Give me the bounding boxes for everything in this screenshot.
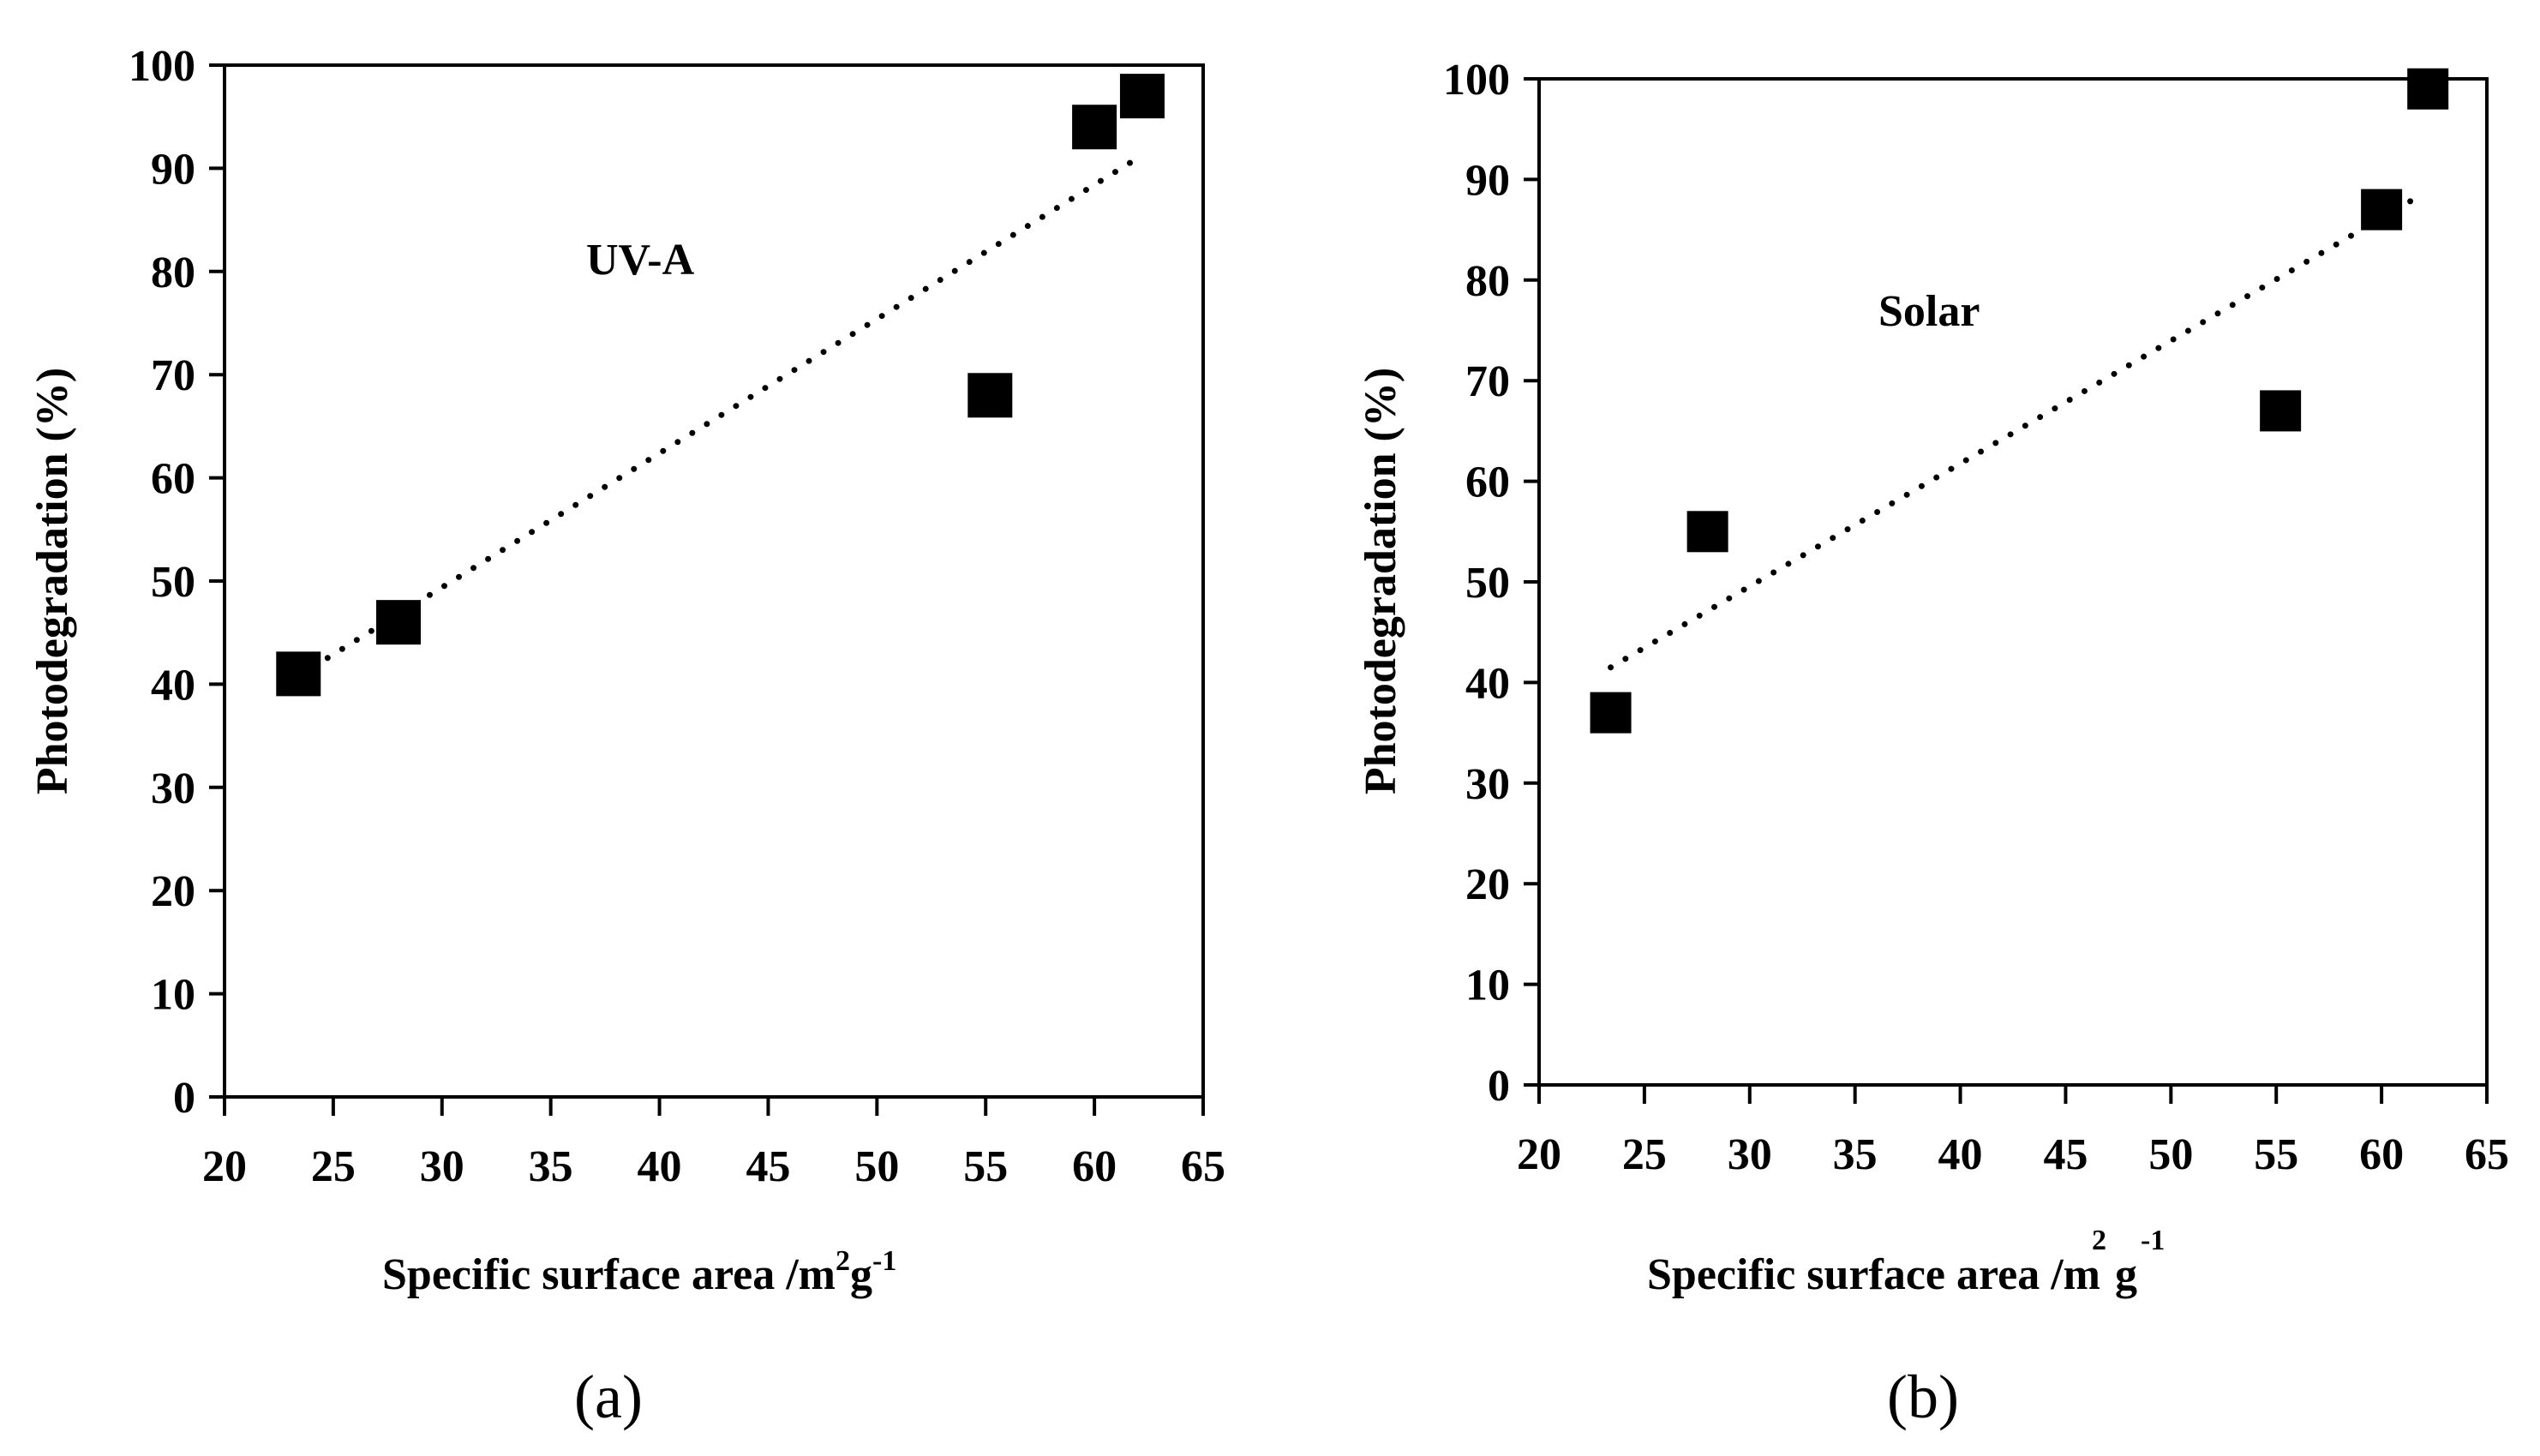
x-tick-label: 25 [1622,1130,1667,1179]
chart-panel-b: 0 10 20 30 40 50 60 70 80 90 100 20 25 30 35 40 45 50 55 6… [1357,56,2509,1431]
x-tick-label: 20 [1517,1130,1561,1179]
y-tick-label: 20 [151,867,195,916]
x-axis-title-unit: g [850,1250,872,1299]
y-tick-label: 70 [151,351,195,400]
x-axis-title-sup2: -1 [2141,1225,2165,1256]
y-axis-title: Photodegradation (%) [1357,368,1405,794]
trend-line [295,154,1141,680]
chart-panel-a: 0 10 20 30 40 50 60 70 80 90 100 20 25 30 35 40 45 50 55 6… [28,42,1225,1431]
x-tick-label: 60 [2359,1130,2404,1179]
x-tick-label: 55 [2254,1130,2298,1179]
x-axis-title-sup1: 2 [2092,1225,2106,1256]
y-tick-label: 70 [1465,357,1510,406]
data-series [1590,68,2449,734]
x-tick-label: 65 [1181,1142,1225,1191]
y-tick-label: 30 [1465,760,1510,809]
x-axis-title-sup2: -1 [872,1245,896,1277]
y-tick-label: 100 [129,42,195,91]
y-tick-label: 60 [151,455,195,504]
x-tick-label: 45 [746,1142,790,1191]
x-tick-label: 65 [2465,1130,2509,1179]
y-tick-label: 0 [173,1074,195,1123]
x-tick-label: 30 [1728,1130,1772,1179]
x-tick-label: 40 [638,1142,682,1191]
series-annotation: UV-A [586,236,695,285]
y-tick-label: 50 [1465,559,1510,608]
x-tick-label: 25 [311,1142,356,1191]
x-axis-title-unit: g [2115,1250,2137,1299]
data-point [2260,390,2302,432]
x-axis-title-text: Specific surface area /m [382,1250,836,1299]
data-point [1072,105,1117,150]
x-axis-title: Specific surface area /m2g-1 [382,1245,896,1299]
trend-line [1608,196,2417,671]
x-tick-label: 35 [529,1142,573,1191]
data-point [1590,692,1632,734]
y-tick-label: 20 [1465,860,1510,909]
y-tick-label: 80 [151,249,195,297]
y-tick-label: 40 [151,661,195,710]
panel-label: (b) [1887,1363,1959,1431]
x-tick-label: 35 [1833,1130,1878,1179]
y-axis-title: Photodegradation (%) [28,368,77,794]
y-tick-label: 30 [151,764,195,813]
plot-frame [223,63,1205,1099]
data-point [1686,511,1728,553]
x-tick-label: 20 [202,1142,247,1191]
x-tick-label: 55 [963,1142,1008,1191]
y-axis: 0 10 20 30 40 50 60 70 80 90 100 [129,42,225,1123]
data-point [1119,74,1165,119]
x-tick-label: 40 [1938,1130,1983,1179]
x-tick-label: 30 [420,1142,464,1191]
x-axis: 20 25 30 35 40 45 50 55 60 65 [202,1097,1225,1191]
x-axis-title-text: Specific surface area /m [1647,1250,2100,1299]
y-axis: 0 10 20 30 40 50 60 70 80 90 100 [1443,56,1539,1111]
y-tick-label: 10 [151,971,195,1020]
plot-frame [1537,77,2489,1087]
x-axis: 20 25 30 35 40 45 50 55 60 65 [1517,1085,2509,1179]
x-axis-title-sup1: 2 [836,1245,850,1277]
y-tick-label: 60 [1465,458,1510,507]
x-tick-label: 50 [2148,1130,2193,1179]
x-tick-label: 45 [2043,1130,2088,1179]
data-point [2407,68,2449,110]
x-tick-label: 60 [1072,1142,1117,1191]
series-annotation: Solar [1878,287,1980,336]
panel-label: (a) [574,1363,643,1431]
y-tick-label: 90 [151,145,195,194]
y-tick-label: 40 [1465,659,1510,708]
y-tick-label: 80 [1465,257,1510,306]
y-tick-label: 0 [1488,1062,1510,1111]
data-series [276,74,1165,697]
y-tick-label: 90 [1465,156,1510,205]
x-axis-title: Specific surface area /m2g-1 [1647,1225,2165,1299]
data-point [276,651,321,697]
data-point [967,373,1013,418]
data-point [2361,189,2403,231]
y-tick-label: 10 [1465,962,1510,1010]
data-point [376,600,422,645]
x-tick-label: 50 [854,1142,899,1191]
y-tick-label: 100 [1443,56,1510,105]
y-tick-label: 50 [151,558,195,607]
